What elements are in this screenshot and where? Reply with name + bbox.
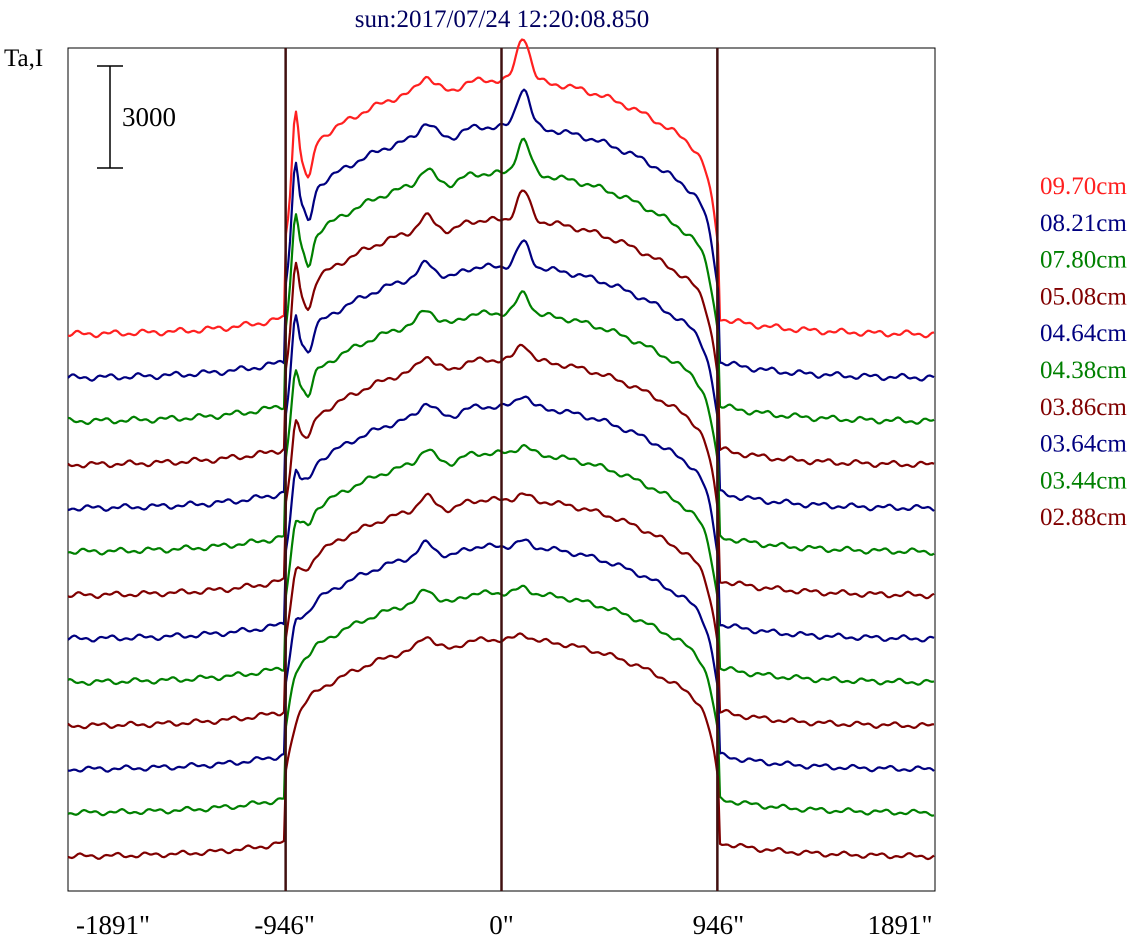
legend-entry-8: 03.44cm <box>1040 467 1127 494</box>
legend-entry-4: 04.64cm <box>1040 320 1127 347</box>
legend-entry-3: 05.08cm <box>1040 283 1127 310</box>
legend-entry-0: 09.70cm <box>1040 173 1127 200</box>
x-tick-label-1: -946" <box>254 910 315 940</box>
legend-entry-2: 07.80cm <box>1040 247 1127 274</box>
legend-entry-6: 03.86cm <box>1040 394 1127 421</box>
marker-layer <box>284 48 719 891</box>
legend: 09.70cm 08.21cm 07.80cm 05.08cm 04.64cm 04.38… <box>1040 173 1127 531</box>
scale-bar-label: 3000 <box>122 102 176 132</box>
x-tick-label-4: 1891" <box>867 910 932 940</box>
legend-entry-1: 08.21cm <box>1040 210 1127 237</box>
chart-title: sun:2017/07/24 12:20:08.850 <box>355 6 649 33</box>
x-tick-label-0: -1891" <box>76 910 150 940</box>
x-tick-label-3: 946" <box>693 910 745 940</box>
legend-entry-7: 03.64cm <box>1040 431 1127 458</box>
legend-entry-9: 02.88cm <box>1040 504 1127 531</box>
legend-entry-5: 04.38cm <box>1040 357 1127 384</box>
x-tick-labels: -1891" -946" 0" 946" 1891" <box>76 910 933 940</box>
y-axis-label: Ta,I <box>4 45 43 72</box>
x-tick-label-2: 0" <box>489 910 514 940</box>
scale-bar: 3000 <box>97 65 176 169</box>
